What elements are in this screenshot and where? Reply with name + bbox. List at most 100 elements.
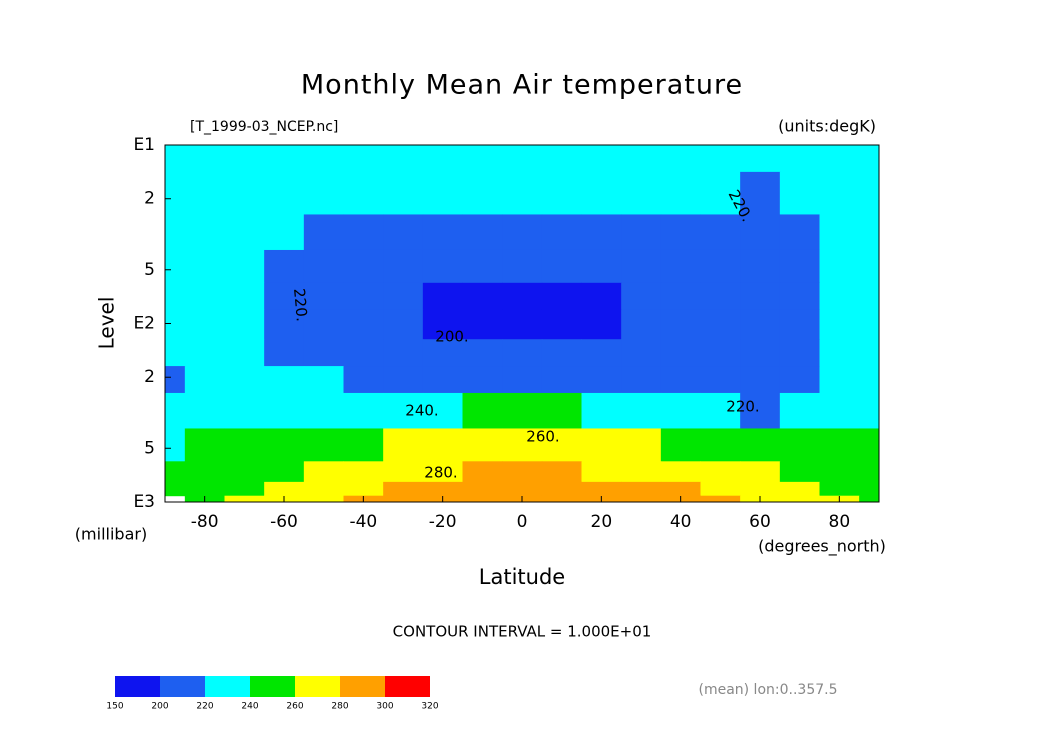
contour-label: 280. [424, 464, 457, 482]
contour-cell [502, 461, 543, 483]
contour-cell [462, 481, 503, 497]
contour-cell [303, 339, 344, 367]
contour-cell [819, 145, 860, 173]
contour-cell [859, 392, 880, 429]
contour-cell [383, 145, 424, 173]
contour-cell [383, 428, 424, 462]
contour-cell [541, 249, 582, 284]
colorbar-label: 150 [106, 702, 123, 712]
contour-cell [819, 171, 860, 215]
contour-cell [660, 366, 701, 394]
contour-cell [303, 309, 344, 340]
contour-cell [621, 171, 662, 215]
contour-cell [621, 339, 662, 367]
contour-cell [541, 145, 582, 173]
colorbar-segment [295, 676, 340, 697]
contour-cell [224, 461, 265, 483]
contour-cell [184, 366, 225, 394]
contour-cell [859, 495, 880, 503]
contour-cell [383, 392, 424, 429]
contour-cell [740, 366, 781, 394]
contour-cell [422, 214, 463, 251]
contour-cell [660, 481, 701, 497]
contour-cell [740, 392, 781, 429]
contour-cell [700, 392, 741, 429]
x-tick-label: -20 [429, 512, 457, 532]
contour-cell [165, 366, 186, 394]
contour-cell [502, 249, 543, 284]
contour-cell [502, 481, 543, 497]
contour-cell [541, 366, 582, 394]
colorbar-segment [115, 676, 160, 697]
contour-cell [343, 282, 384, 311]
contour-cell [343, 339, 384, 367]
colorbar-label: 200 [151, 702, 168, 712]
y-tick-label: 5 [144, 260, 155, 280]
contour-cell [224, 366, 265, 394]
contour-cell [462, 428, 503, 462]
contour-cell [264, 214, 305, 251]
contour-cell [303, 481, 344, 497]
contour-cell [581, 461, 622, 483]
y-axis-label: Level [95, 297, 119, 350]
contour-cell [462, 214, 503, 251]
y-tick-label: 5 [144, 438, 155, 458]
contour-cell [819, 366, 860, 394]
contour-cell [700, 366, 741, 394]
contour-cell [422, 249, 463, 284]
contour-cell [184, 214, 225, 251]
contour-cell [700, 461, 741, 483]
contour-cell [859, 145, 880, 173]
colorbar-label: 320 [421, 702, 438, 712]
contour-cell [502, 145, 543, 173]
colorbar-label: 220 [196, 702, 213, 712]
contour-cell [264, 145, 305, 173]
contour-cell [740, 461, 781, 483]
contour-cell [541, 171, 582, 215]
contour-cell [224, 309, 265, 340]
contour-cell [224, 249, 265, 284]
contour-cell [264, 428, 305, 462]
contour-cell [224, 171, 265, 215]
contour-cell [422, 309, 463, 340]
contour-cell [779, 428, 820, 462]
contour-cell [224, 214, 265, 251]
contour-cell [660, 171, 701, 215]
contour-cell [859, 428, 880, 462]
contour-cell [422, 366, 463, 394]
contour-label: 260. [526, 428, 559, 446]
contour-cell [303, 461, 344, 483]
contour-cell [502, 309, 543, 340]
contour-cell [541, 481, 582, 497]
colorbar-label: 240 [241, 702, 258, 712]
contour-cell [422, 428, 463, 462]
contour-cell [502, 339, 543, 367]
contour-cell [581, 392, 622, 429]
contour-cell [541, 461, 582, 483]
subtitle-right: (units:degK) [778, 117, 876, 136]
contour-cell [581, 249, 622, 284]
contour-label: 220. [726, 398, 759, 416]
contour-cell [779, 392, 820, 429]
contour-cell [621, 495, 662, 503]
contour-cell [422, 339, 463, 367]
y-tick-label: E1 [133, 135, 155, 155]
contour-cell [859, 461, 880, 483]
contour-cell [224, 339, 265, 367]
contour-cell [581, 171, 622, 215]
contour-cell [819, 282, 860, 311]
contour-cell [819, 309, 860, 340]
contour-cell [819, 249, 860, 284]
x-units: (degrees_north) [758, 537, 886, 557]
contour-cell [383, 495, 424, 503]
contour-cell [303, 366, 344, 394]
x-tick-label: 20 [591, 512, 613, 532]
contour-cell [303, 495, 344, 503]
contour-cell [660, 249, 701, 284]
x-tick-label: -80 [191, 512, 219, 532]
contour-cell [740, 339, 781, 367]
contour-cell [779, 366, 820, 394]
contour-cell [740, 214, 781, 251]
contour-cell [740, 282, 781, 311]
contour-cell [541, 392, 582, 429]
